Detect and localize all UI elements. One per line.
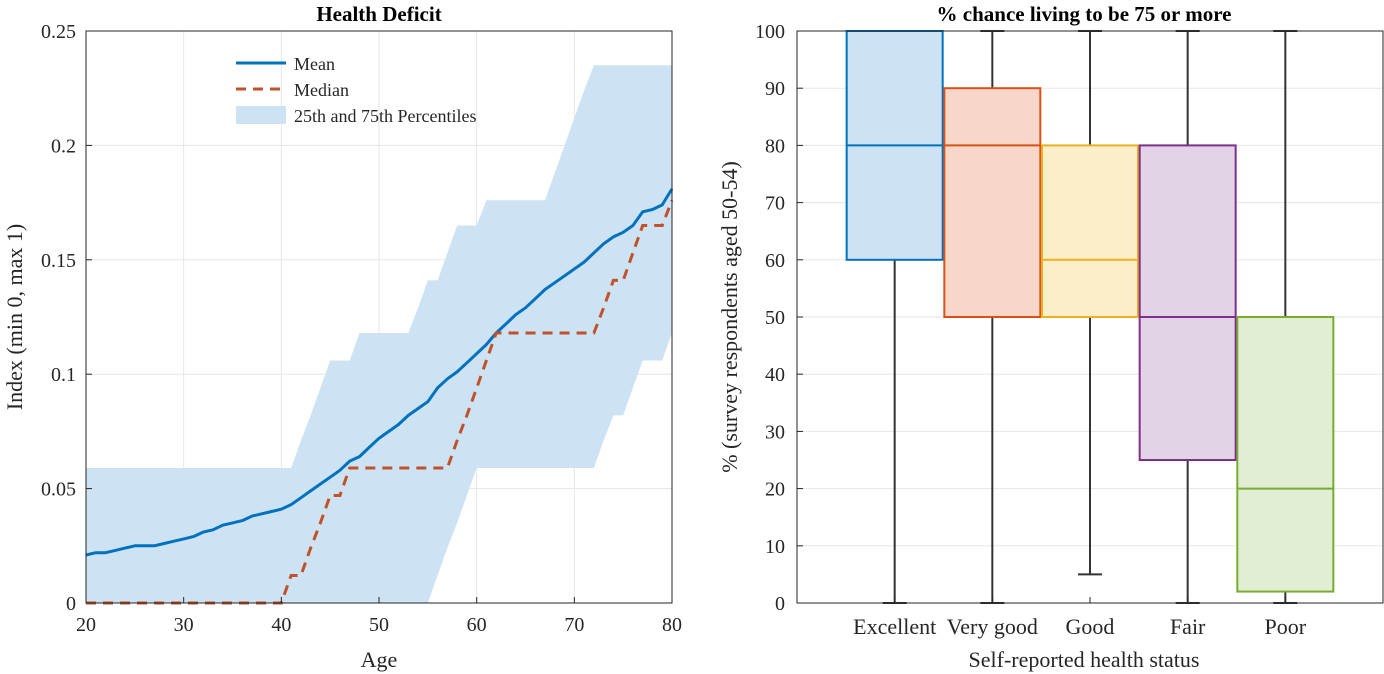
left-y-axis-label: Index (min 0, max 1) [2, 224, 27, 410]
left-y-ticks: 0 0.05 0.1 0.15 0.2 0.25 [41, 21, 92, 615]
left-x-tick-label: 60 [467, 614, 487, 636]
left-x-tick-label: 30 [174, 614, 194, 636]
right-x-tick-label: Fair [1170, 614, 1206, 639]
left-chart-title: Health Deficit [316, 2, 441, 26]
right-y-tick-label: 70 [765, 193, 785, 215]
left-x-tick-label: 40 [271, 614, 291, 636]
right-y-axis-label: % (survey respondents aged 50-54) [717, 161, 742, 473]
boxplots [845, 30, 1335, 604]
legend: Mean Median 25th and 75th Percentiles [236, 54, 476, 126]
boxplot-excellent [845, 30, 944, 604]
left-x-tick-label: 80 [662, 614, 682, 636]
right-x-axis-label: Self-reported health status [969, 647, 1200, 672]
right-x-tick-label: Good [1066, 614, 1115, 639]
box [1138, 144, 1237, 461]
left-x-tick-label: 50 [369, 614, 389, 636]
right-y-tick-label: 80 [765, 135, 785, 157]
boxplot-poor [1236, 30, 1335, 604]
right-x-ticks: Excellent Very good Good Fair Poor [853, 597, 1307, 639]
legend-median-label: Median [294, 80, 349, 100]
right-x-tick-label: Excellent [853, 614, 936, 639]
left-y-tick-label: 0.15 [41, 250, 76, 272]
left-y-tick-label: 0.1 [51, 364, 76, 386]
percentile-band [86, 65, 672, 604]
right-y-tick-label: 10 [765, 536, 785, 558]
right-y-tick-label: 100 [755, 21, 785, 43]
right-y-tick-label: 60 [765, 250, 785, 272]
boxplot-very-good [943, 30, 1042, 604]
box [1236, 316, 1335, 593]
boxplot-good [1041, 30, 1139, 576]
left-y-tick-label: 0 [66, 593, 76, 615]
right-x-tick-label: Poor [1265, 614, 1307, 639]
right-y-tick-label: 0 [775, 593, 785, 615]
legend-band-label: 25th and 75th Percentiles [294, 106, 476, 126]
right-y-ticks: 0 10 20 30 40 50 60 70 80 90 100 [755, 21, 803, 615]
left-x-ticks: 20 30 40 50 60 70 80 [76, 597, 682, 636]
left-y-tick-label: 0.2 [51, 135, 76, 157]
right-y-tick-label: 30 [765, 421, 785, 443]
right-y-tick-label: 50 [765, 307, 785, 329]
right-chart-title: % chance living to be 75 or more [937, 2, 1232, 26]
left-y-tick-label: 0.25 [41, 21, 76, 43]
legend-mean-label: Mean [294, 54, 335, 74]
right-y-tick-label: 20 [765, 479, 785, 501]
left-x-tick-label: 20 [76, 614, 96, 636]
health-deficit-chart: 20 30 40 50 60 70 80 0 0.05 0.1 0.15 0.2 0.25 Healt… [2, 2, 682, 672]
left-y-tick-label: 0.05 [41, 479, 76, 501]
legend-band-symbol [236, 106, 286, 124]
left-x-axis-label: Age [361, 647, 398, 672]
left-x-tick-label: 70 [564, 614, 584, 636]
right-y-tick-label: 90 [765, 78, 785, 100]
boxplot-fair [1138, 30, 1237, 604]
box [943, 87, 1042, 318]
box [1041, 144, 1139, 318]
right-y-tick-label: 40 [765, 364, 785, 386]
right-x-tick-label: Very good [947, 614, 1038, 639]
mean-line [85, 188, 674, 557]
survival-chance-chart: Excellent Very good Good Fair Poor 0 10 20 30 40… [717, 2, 1384, 672]
